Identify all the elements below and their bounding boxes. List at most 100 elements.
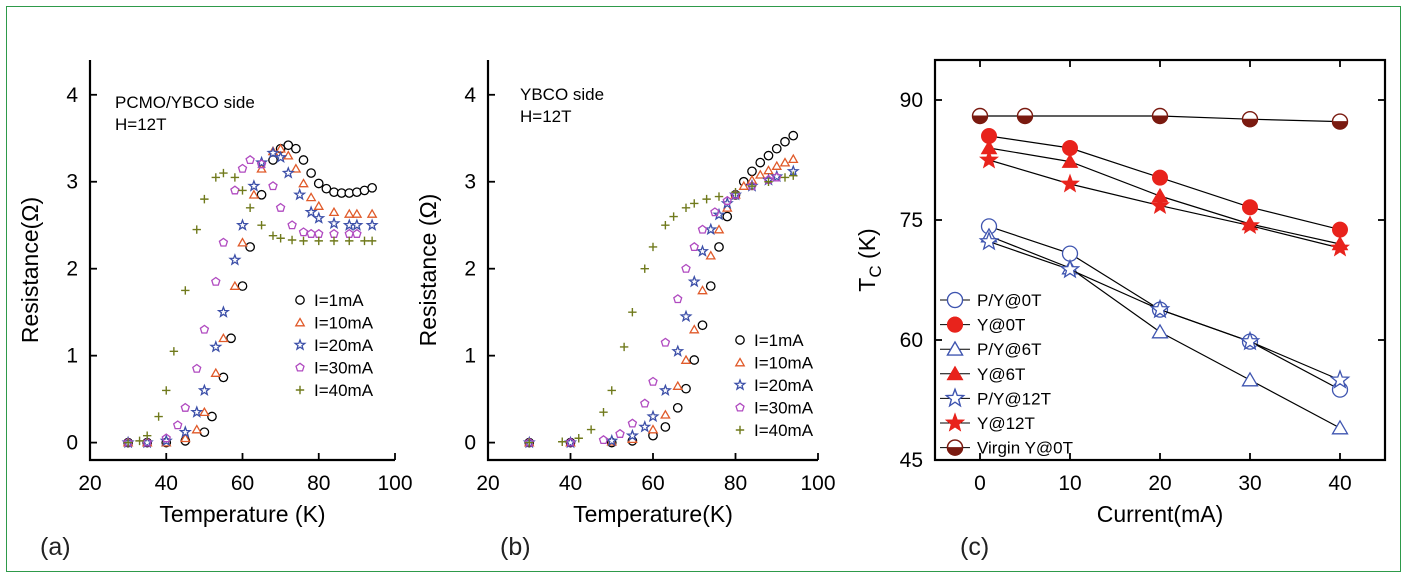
legend-label: I=20mA	[314, 336, 374, 355]
y-tick-label: 0	[464, 432, 476, 455]
data-point	[179, 433, 191, 443]
data-point	[169, 347, 179, 356]
data-point	[123, 438, 133, 447]
data-point	[625, 428, 640, 442]
legend-label: P/Y@12T	[977, 389, 1051, 408]
series-4: I=30mA	[524, 172, 814, 447]
data-point	[343, 208, 355, 218]
data-point	[235, 218, 250, 231]
legend-marker	[295, 295, 305, 305]
legend-label: I=10mA	[314, 314, 374, 333]
data-point	[218, 372, 229, 383]
data-point	[351, 208, 363, 218]
y-axis-label: TC (K)	[854, 228, 885, 291]
data-point	[1240, 215, 1260, 235]
data-point	[764, 177, 773, 186]
data-point	[268, 181, 278, 191]
annotation-text: YBCO side	[520, 85, 604, 104]
data-point	[199, 427, 210, 438]
x-tick-label: 60	[231, 472, 254, 495]
data-point	[771, 143, 782, 154]
y-tick-label: 3	[464, 171, 476, 194]
series-1: I=1mA	[123, 140, 377, 448]
data-point	[154, 412, 163, 421]
data-point	[787, 153, 799, 164]
legend-label: Y@12T	[977, 414, 1035, 433]
y-axis-label: Resistance (Ω)	[415, 194, 441, 347]
data-point	[142, 431, 152, 440]
legend-marker	[294, 317, 306, 327]
data-point	[200, 194, 209, 204]
data-point	[771, 160, 783, 170]
data-point	[298, 178, 309, 188]
data-point	[367, 182, 377, 193]
legend-label: Y@0T	[977, 316, 1025, 335]
y-tick-label: 0	[66, 432, 78, 455]
data-point	[237, 163, 248, 173]
data-point	[248, 189, 260, 199]
data-point	[181, 286, 190, 295]
data-point	[299, 236, 308, 246]
data-point	[713, 224, 725, 234]
y-tick-label: 2	[66, 258, 78, 281]
data-point	[216, 305, 231, 318]
legend-marker	[733, 378, 747, 391]
data-point	[660, 422, 671, 432]
data-point	[627, 418, 638, 428]
data-point	[230, 173, 240, 182]
data-point	[747, 181, 757, 191]
data-point	[255, 155, 269, 169]
legend-label: Y@6T	[977, 365, 1025, 384]
data-point	[191, 424, 203, 434]
data-point	[305, 192, 317, 202]
data-point	[672, 402, 683, 413]
x-axis-label: Temperature(K)	[573, 501, 733, 527]
data-point	[646, 409, 660, 423]
data-point	[135, 436, 144, 446]
x-tick-label: 0	[974, 472, 986, 495]
data-point	[313, 178, 324, 189]
y-tick-label: 75	[900, 209, 923, 232]
data-point	[321, 183, 332, 194]
x-tick-label: 20	[78, 472, 101, 495]
legend-marker	[944, 387, 966, 408]
data-point	[672, 380, 684, 390]
data-point	[754, 169, 766, 179]
data-point	[1242, 199, 1258, 216]
data-point	[695, 244, 710, 257]
series-4: I=30mA	[123, 154, 374, 447]
legend-marker	[946, 439, 964, 456]
data-point	[1062, 140, 1078, 156]
legend-label: I=1mA	[754, 331, 804, 350]
data-point	[328, 206, 340, 217]
x-tick-label: 20	[476, 472, 499, 495]
x-tick-label: 20	[1148, 472, 1171, 495]
data-point	[1149, 298, 1171, 319]
x-tick-label: 80	[307, 472, 330, 495]
data-point	[281, 166, 295, 179]
legend-label: P/Y@6T	[977, 340, 1042, 359]
y-tick-label: 1	[464, 345, 476, 368]
data-point	[1150, 195, 1170, 215]
data-point	[673, 294, 683, 304]
data-point	[704, 222, 718, 236]
data-point	[291, 143, 301, 154]
data-point	[697, 285, 708, 295]
data-point	[1061, 153, 1079, 168]
data-point	[290, 163, 302, 173]
data-point	[669, 212, 678, 221]
data-point	[647, 424, 659, 434]
data-point	[268, 231, 278, 240]
data-point	[689, 355, 700, 365]
series-7: Virgin Y@0T	[940, 107, 1349, 458]
series-6: Y@12T	[940, 149, 1350, 433]
legend-label: Virgin Y@0T	[977, 439, 1073, 458]
data-point	[298, 227, 309, 237]
data-point	[1152, 169, 1168, 186]
annotation-text: H=12T	[115, 115, 167, 134]
data-point	[1331, 113, 1349, 130]
data-point	[276, 234, 285, 243]
legend-marker	[735, 335, 745, 345]
data-point	[679, 309, 693, 323]
